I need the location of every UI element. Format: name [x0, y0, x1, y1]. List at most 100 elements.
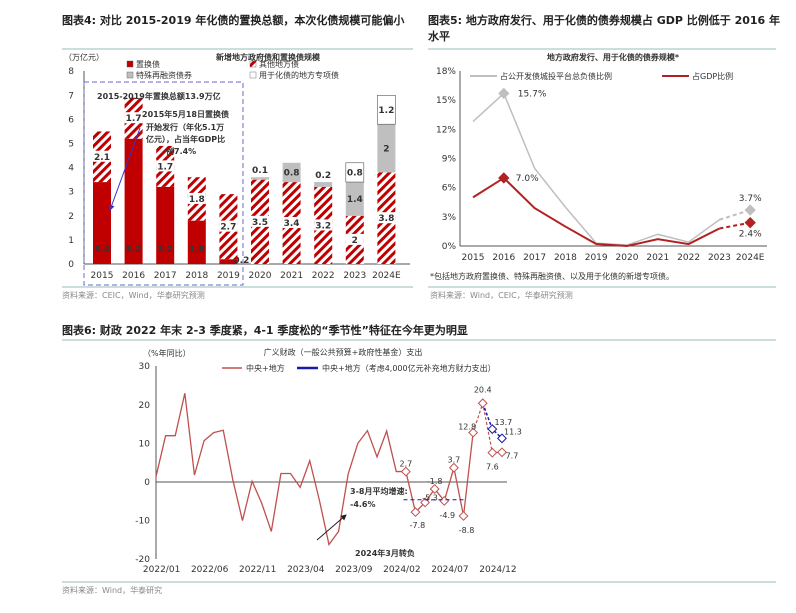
annotation: 2015年5月18日置换债 — [142, 109, 229, 119]
data-label: 7.0% — [516, 174, 539, 184]
legend-label: 置换债 — [136, 59, 160, 69]
y-tick-label: 5 — [68, 140, 74, 150]
diamond-marker — [477, 398, 488, 409]
y-tick-label: -20 — [135, 555, 150, 565]
fig4-chart-title: 新增地方政府债和置换债规模 — [216, 52, 321, 62]
data-label: 1.2 — [378, 106, 394, 116]
x-tick-label: 2017 — [154, 271, 177, 281]
x-tick-label: 2019 — [217, 271, 240, 281]
data-label: 3.2 — [315, 221, 331, 231]
y-tick-label: 30 — [139, 362, 151, 372]
label-bg — [314, 219, 333, 231]
data-label: 1.8 — [189, 195, 205, 205]
data-label: 2.1 — [94, 153, 110, 163]
diamond-marker — [468, 427, 479, 438]
bar-segment-置换债 — [93, 182, 111, 264]
annotation-arrow — [316, 514, 347, 541]
y-tick-label: 1 — [68, 236, 74, 246]
fig6-chart: -20 -10 0 10 20 30 2022/01 2022/06 2022/11 2023/0… — [135, 362, 522, 575]
x-tick-label: 2023 — [343, 271, 366, 281]
fig5-chart: 0% 3% 6% 9% 12% 15% 18% 2015 2016 2017 2018 2019 202… — [436, 67, 767, 263]
diamond-marker — [497, 447, 507, 458]
y-tick-label: 0 — [144, 478, 150, 488]
y-tick-label: 2 — [68, 212, 74, 222]
bar-segment-置换债 — [156, 186, 175, 264]
data-label: 3.2 — [157, 245, 173, 255]
x-tick-label: 2022/01 — [143, 565, 180, 575]
series-forecast-line-0 — [719, 209, 751, 221]
point-label: -4.9 — [439, 511, 455, 520]
point-label: 3.7 — [448, 456, 461, 465]
bar-segment-置换债 — [219, 259, 238, 264]
y-tick-label: 0 — [68, 260, 74, 270]
x-tick-label: 2016 — [122, 271, 145, 281]
x-tick-label: 2020 — [249, 271, 272, 281]
data-label: 3.4 — [284, 219, 300, 229]
fig4-source: 资料来源：CEIC，Wind，华泰研究预测 — [62, 290, 205, 300]
diamond-marker — [429, 483, 440, 494]
x-tick-label: 2017 — [523, 253, 546, 263]
label-bg — [187, 192, 206, 204]
label-bg — [156, 160, 175, 172]
x-tick-label: 2024E — [372, 271, 401, 281]
bar-segment-特殊再融资债券 — [314, 182, 333, 187]
label-bg — [282, 217, 301, 229]
y-tick-label: 8 — [68, 67, 74, 77]
x-tick-label: 2024/02 — [383, 565, 420, 575]
legend-label: 中央+地方（考虑4,000亿元补充地方财力支出） — [322, 363, 496, 373]
x-tick-label: 2018 — [185, 271, 208, 281]
bar-segment-特殊再融资债券 — [251, 177, 269, 180]
series-forecast-line-1 — [719, 221, 751, 230]
data-label: 3.8 — [378, 214, 394, 224]
y-tick-label: 15% — [436, 96, 456, 106]
point-label: -8.8 — [459, 526, 475, 535]
y-tick-label: 20 — [139, 401, 151, 411]
point-label: 7.6 — [486, 463, 499, 472]
point-label: 20.4 — [474, 385, 492, 394]
x-tick-label: 2019 — [585, 253, 608, 263]
bar-segment-特殊再融资债券 — [282, 162, 301, 183]
bar-segment-特殊再融资债券 — [345, 182, 364, 216]
legend-swatch — [249, 60, 257, 68]
label-bg — [219, 220, 238, 232]
y-tick-label: 12% — [436, 125, 456, 135]
point-label: -1.8 — [427, 477, 443, 486]
highlight-box-2015-2019 — [83, 81, 244, 286]
fig6-unit: （%年同比） — [143, 348, 191, 358]
bar-segment-特殊再融资债券 — [377, 124, 396, 173]
point-label-blue: 13.7 — [494, 418, 512, 427]
diamond-marker — [458, 511, 469, 521]
x-tick-label: 2023 — [708, 253, 731, 263]
legend-label: 占GDP比例 — [692, 71, 733, 81]
y-tick-label: 6 — [68, 115, 74, 125]
fig5-source: 资料来源：Wind，CEIC，华泰研究预测 — [430, 290, 573, 300]
data-label: 2.4% — [739, 230, 762, 240]
x-tick-label: 2021 — [646, 253, 669, 263]
legend-swatch — [126, 60, 134, 68]
data-label: 2 — [352, 236, 358, 246]
legend-swatch — [126, 71, 134, 79]
y-tick-label: 0% — [442, 242, 457, 252]
y-tick-label: 4 — [68, 164, 74, 174]
x-tick-label: 2022/11 — [239, 565, 276, 575]
data-label: 2 — [383, 144, 389, 154]
x-tick-label: 2021 — [280, 271, 303, 281]
average-label: 3-8月平均增速: — [350, 486, 408, 496]
arrow-note: 2024年3月转负 — [355, 548, 415, 558]
label-bg — [251, 215, 269, 227]
y-tick-label: 7 — [68, 91, 74, 101]
data-label: 3.4 — [94, 245, 110, 255]
y-tick-label: 9% — [442, 155, 457, 165]
bar-segment-用于化债的地方专项债 — [377, 95, 396, 125]
x-tick-label: 2022 — [312, 271, 335, 281]
y-tick-label: 18% — [436, 67, 456, 77]
fig5-title-line2: 水平 — [428, 29, 450, 43]
y-tick-label: -10 — [135, 517, 150, 527]
series-forecast-line — [472, 400, 502, 454]
legend-swatch — [249, 71, 257, 79]
point-label: 2.7 — [399, 460, 412, 469]
fig6-chart-title: 广义财政（一般公共预算+政府性基金）支出 — [264, 347, 423, 357]
data-label: 5.2 — [126, 245, 142, 255]
